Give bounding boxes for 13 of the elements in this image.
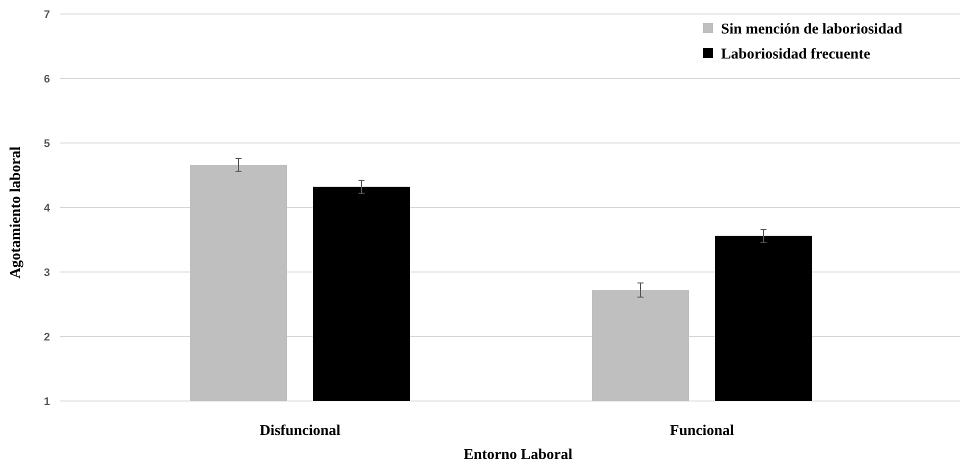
legend-label: Laboriosidad frecuente	[721, 46, 871, 62]
x-axis-title: Entorno Laboral	[464, 447, 572, 463]
y-tick-label: 4	[44, 202, 51, 214]
y-axis-title: Agotamiento laboral	[8, 146, 24, 279]
y-tick-label: 5	[44, 138, 50, 150]
x-tick-label: Disfuncional	[260, 423, 340, 439]
legend-label: Sin mención de laboriosidad	[721, 21, 903, 38]
y-tick-label: 3	[44, 266, 50, 279]
y-tick-label: 2	[44, 331, 50, 344]
y-tick-label: 7	[44, 8, 50, 21]
y-tick-label: 6	[44, 73, 50, 86]
y-tick-label: 1	[44, 396, 50, 408]
x-tick-label: Funcional	[670, 423, 734, 439]
